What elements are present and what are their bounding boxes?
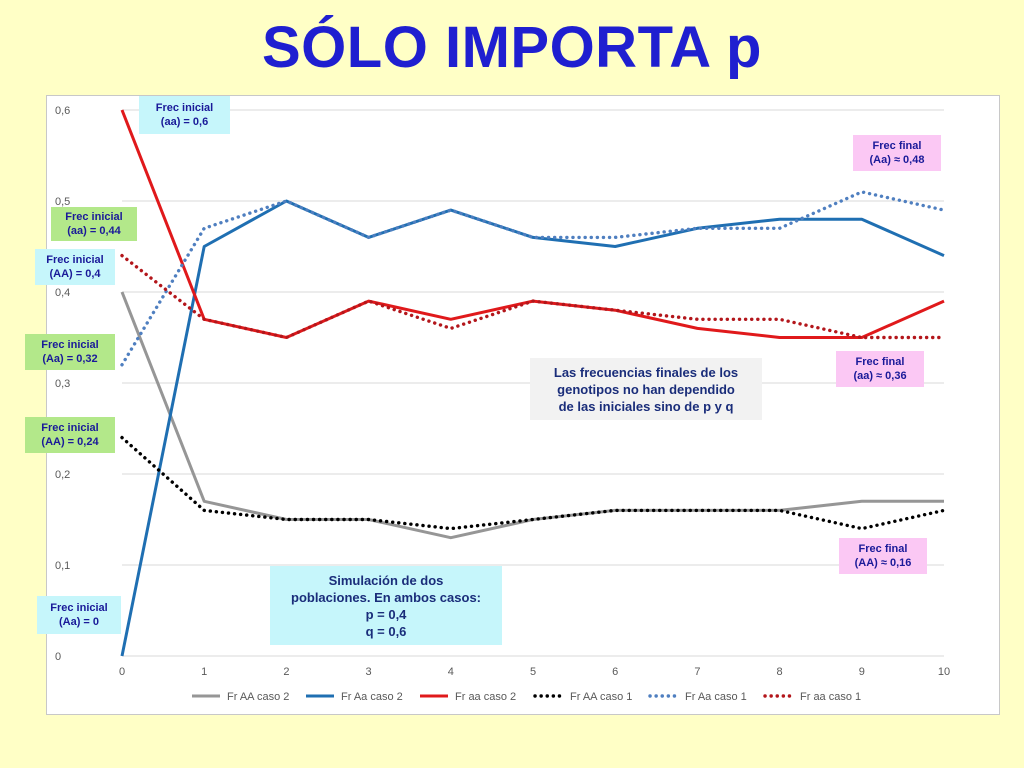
label-line-1: Frec inicial	[65, 211, 123, 223]
x-tick-label: 9	[859, 666, 865, 678]
label-line-2: (AA) = 0,4	[49, 268, 101, 280]
label-final-aa: Frec final (aa) ≈ 0,36	[836, 351, 924, 387]
note-line-2: genotipos no han dependido	[557, 381, 735, 397]
chart-area: 0 0,1 0,2 0,3 0,4 0,5 0,6 0 1 2 3 4 5 6 7 8 9 10 Fr AA c…	[25, 95, 1000, 715]
label-initial-aa-0-44: Frec inicial (aa) = 0,44	[51, 207, 137, 241]
label-line-1: Frec final	[855, 356, 905, 368]
line-chart: 0 0,1 0,2 0,3 0,4 0,5 0,6 0 1 2 3 4 5 6 7 8 9 10 Fr AA c…	[55, 105, 950, 703]
y-tick-label: 0,1	[55, 560, 70, 572]
note-line-1: Las frecuencias finales de los	[553, 364, 739, 380]
label-line-2: (AA) ≈ 0,16	[854, 557, 912, 569]
x-tick-label: 4	[448, 666, 454, 678]
x-axis-ticks: 0 1 2 3 4 5 6 7 8 9 10	[119, 666, 950, 678]
y-tick-label: 0,3	[55, 378, 70, 390]
gridlines	[122, 109, 944, 657]
legend-label: Fr Aa caso 2	[341, 691, 403, 703]
x-tick-label: 10	[938, 666, 950, 678]
slide-title: SÓLO IMPORTA p	[262, 15, 762, 80]
x-tick-label: 5	[530, 666, 536, 678]
legend: Fr AA caso 2 Fr Aa caso 2 Fr aa caso 2 Fr A…	[192, 691, 861, 703]
label-line-1: Frec inicial	[46, 254, 104, 266]
x-tick-label: 3	[366, 666, 372, 678]
note-line-3: p = 0,4	[365, 606, 407, 622]
series-line	[120, 199, 945, 657]
label-line-1: Frec final	[872, 140, 922, 152]
label-line-2: (aa) = 0,44	[67, 225, 121, 237]
y-tick-label: 0,4	[55, 287, 70, 299]
y-tick-label: 0,5	[55, 196, 70, 208]
note-line-1: Simulación de dos	[328, 572, 444, 588]
simulation-note: Simulación de dos poblaciones. En ambos …	[270, 566, 502, 645]
x-tick-label: 1	[201, 666, 207, 678]
label-line-1: Frec inicial	[41, 422, 99, 434]
legend-label: Fr AA caso 1	[570, 691, 632, 703]
label-line-2: (Aa) ≈ 0,48	[869, 154, 925, 166]
label-initial-aa-0-6: Frec inicial (aa) = 0,6	[139, 96, 230, 134]
series-line	[120, 253, 946, 340]
label-final-AA: Frec final (AA) ≈ 0,16	[839, 538, 927, 574]
label-initial-AA-0-24: Frec inicial (AA) = 0,24	[25, 417, 115, 453]
x-tick-label: 2	[283, 666, 289, 678]
label-initial-Aa-0: Frec inicial (Aa) = 0	[37, 596, 121, 634]
y-tick-label: 0,6	[55, 105, 70, 117]
legend-label: Fr aa caso 2	[455, 691, 516, 703]
label-line-1: Frec inicial	[41, 339, 99, 351]
x-tick-label: 8	[777, 666, 783, 678]
legend-label: Fr AA caso 2	[227, 691, 289, 703]
note-line-4: q = 0,6	[365, 623, 407, 639]
y-axis-ticks: 0 0,1 0,2 0,3 0,4 0,5 0,6	[55, 105, 70, 663]
label-final-Aa: Frec final (Aa) ≈ 0,48	[853, 135, 941, 171]
note-line-2: poblaciones. En ambos casos:	[291, 589, 481, 605]
y-tick-label: 0	[55, 651, 61, 663]
note-line-3: de las iniciales sino de p y q	[558, 398, 734, 414]
legend-label: Fr aa caso 1	[800, 691, 861, 703]
label-line-1: Frec inicial	[155, 102, 214, 114]
series-lines	[120, 109, 946, 657]
label-line-2: (Aa) = 0	[58, 616, 100, 628]
label-line-2: (aa) ≈ 0,36	[853, 370, 907, 382]
label-line-2: (aa) = 0,6	[160, 116, 209, 128]
x-tick-label: 6	[612, 666, 618, 678]
series-line	[120, 435, 946, 531]
x-tick-label: 7	[694, 666, 700, 678]
label-line-1: Frec inicial	[50, 602, 108, 614]
label-line-2: (Aa) = 0,32	[42, 353, 98, 365]
label-initial-AA-0-4: Frec inicial (AA) = 0,4	[35, 249, 115, 285]
legend-label: Fr Aa caso 1	[685, 691, 747, 703]
series-line	[120, 190, 946, 367]
y-tick-label: 0,2	[55, 469, 70, 481]
label-initial-Aa-0-32: Frec inicial (Aa) = 0,32	[25, 334, 115, 370]
conclusion-note: Las frecuencias finales de los genotipos…	[530, 358, 762, 420]
label-line-1: Frec final	[858, 543, 908, 555]
label-line-2: (AA) = 0,24	[41, 436, 99, 448]
x-tick-label: 0	[119, 666, 125, 678]
